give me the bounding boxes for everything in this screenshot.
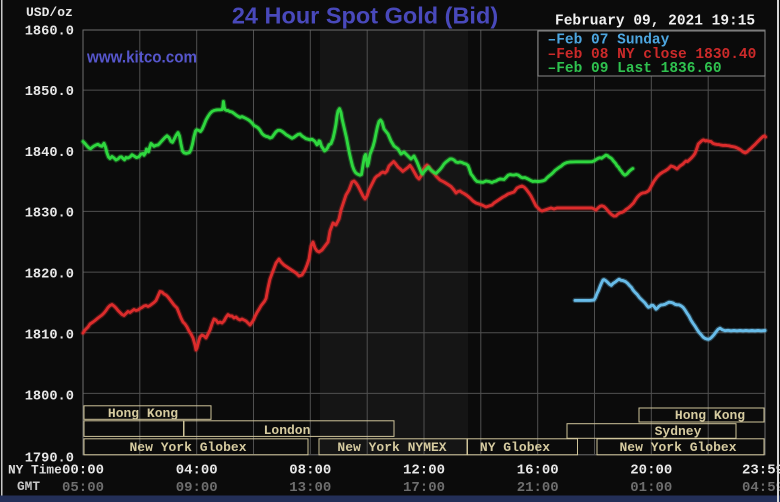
svg-text:16:00: 16:00 [517, 463, 559, 479]
svg-text:08:00: 08:00 [289, 463, 331, 479]
svg-text:New York Globex: New York Globex [129, 440, 246, 455]
svg-text:04:00: 04:00 [176, 463, 218, 479]
svg-text:London: London [264, 423, 311, 438]
svg-text:00:00: 00:00 [62, 463, 104, 479]
svg-text:1840.0: 1840.0 [25, 146, 74, 161]
svg-text:13:00: 13:00 [289, 480, 331, 496]
svg-text:–Feb 07 Sunday: –Feb 07 Sunday [548, 33, 670, 49]
svg-text:1830.0: 1830.0 [25, 207, 74, 222]
svg-text:New York NYMEX: New York NYMEX [337, 440, 446, 455]
svg-text:Hong Kong: Hong Kong [675, 408, 745, 423]
svg-text:17:00: 17:00 [403, 480, 445, 496]
svg-text:20:00: 20:00 [630, 463, 672, 479]
svg-text:21:00: 21:00 [517, 480, 559, 496]
svg-text:01:00: 01:00 [630, 480, 672, 496]
svg-text:USD/oz: USD/oz [26, 5, 73, 20]
svg-text:Sydney: Sydney [655, 424, 702, 439]
svg-text:New York Globex: New York Globex [619, 440, 736, 455]
svg-text:www.kitco.com: www.kitco.com [86, 49, 197, 67]
svg-text:–Feb 08 NY close 1830.40: –Feb 08 NY close 1830.40 [548, 47, 757, 63]
svg-text:1860.0: 1860.0 [25, 25, 74, 40]
svg-text:GMT: GMT [17, 479, 40, 494]
svg-text:Hong Kong: Hong Kong [108, 406, 178, 421]
svg-text:1790.0: 1790.0 [25, 452, 74, 467]
svg-text:1850.0: 1850.0 [25, 85, 74, 100]
svg-text:05:00: 05:00 [62, 480, 104, 496]
svg-text:NY Time: NY Time [8, 462, 62, 477]
svg-text:12:00: 12:00 [403, 463, 445, 479]
svg-text:1820.0: 1820.0 [25, 267, 74, 282]
svg-text:24 Hour Spot Gold (Bid): 24 Hour Spot Gold (Bid) [232, 3, 498, 29]
svg-text:04:59: 04:59 [742, 480, 780, 496]
svg-text:–Feb 09 Last 1836.60: –Feb 09 Last 1836.60 [548, 61, 722, 77]
svg-text:23:59: 23:59 [742, 463, 780, 479]
svg-text:1810.0: 1810.0 [25, 329, 74, 344]
svg-text:February 09, 2021 19:15: February 09, 2021 19:15 [555, 14, 755, 30]
svg-text:1800.0: 1800.0 [25, 389, 74, 404]
svg-text:09:00: 09:00 [176, 480, 218, 496]
svg-text:NY Globex: NY Globex [480, 440, 550, 455]
